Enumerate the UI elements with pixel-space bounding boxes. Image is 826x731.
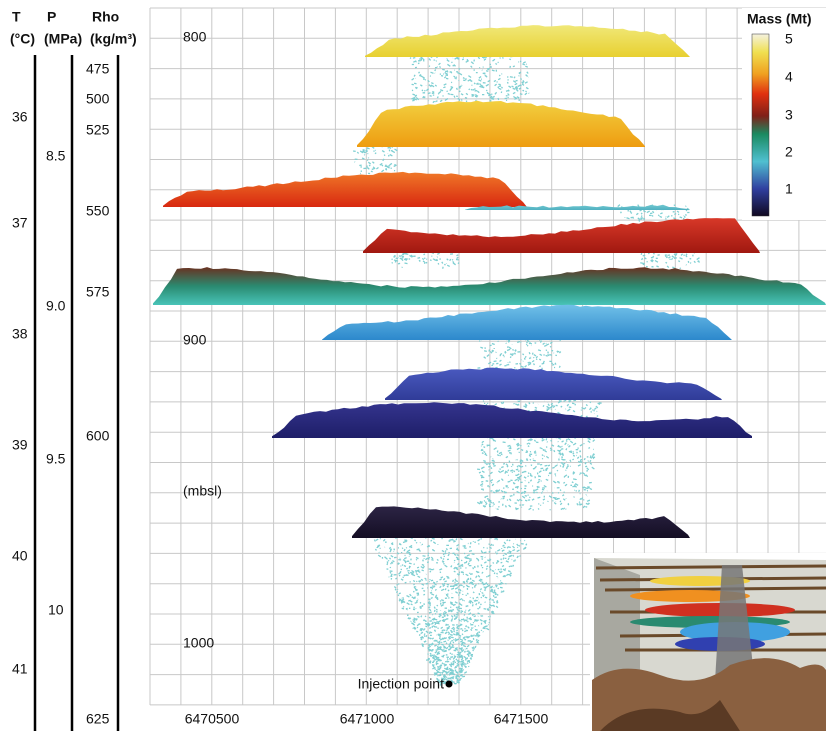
colorbar-tick: 2 — [785, 144, 793, 160]
colorbar-tick: 4 — [785, 69, 793, 85]
tick-label: 500 — [86, 91, 110, 107]
colorbar-tick: 3 — [785, 107, 793, 123]
column-title: T — [12, 9, 21, 25]
tick-label: 37 — [12, 215, 28, 231]
tick-label: 600 — [86, 428, 110, 444]
tick-label: 9.0 — [46, 298, 66, 314]
tick-label: 475 — [86, 61, 110, 77]
co2-layer — [322, 305, 732, 340]
column-title: P — [47, 9, 56, 25]
colorbar-tick: 5 — [785, 31, 793, 47]
tick-label: 9.5 — [46, 451, 66, 467]
depth-label: 800 — [183, 29, 207, 45]
colorbar: Mass (Mt) 5 4 3 2 1 — [742, 8, 826, 220]
tick-label: 41 — [12, 661, 28, 677]
x-tick-label: 6471000 — [340, 711, 395, 727]
x-tick-label: 6471500 — [494, 711, 549, 727]
co2-layer — [272, 402, 752, 438]
column-unit: (°C) — [10, 31, 35, 47]
colorbar-tick: 1 — [785, 181, 793, 197]
annotation: Injection point — [358, 676, 445, 692]
depth-label: 1000 — [183, 635, 214, 651]
tick-label: 36 — [12, 109, 28, 125]
tick-label: 40 — [12, 548, 28, 564]
column-unit: (kg/m³) — [90, 31, 137, 47]
tick-label: 550 — [86, 203, 110, 219]
tick-label: 525 — [86, 122, 110, 138]
x-tick-label: 6470500 — [185, 711, 240, 727]
left-axes: T (°C) P (MPa) Rho (kg/m³) 36 37 38 39 4… — [10, 9, 137, 731]
colorbar-title: Mass (Mt) — [747, 11, 812, 27]
tick-label: 8.5 — [46, 148, 66, 164]
depth-unit: (mbsl) — [183, 483, 222, 499]
tick-label: 625 — [86, 711, 110, 727]
tick-label: 39 — [12, 437, 28, 453]
depth-label: 900 — [183, 332, 207, 348]
tick-label: 575 — [86, 284, 110, 300]
co2-layer — [365, 25, 690, 57]
column-unit: (MPa) — [44, 31, 82, 47]
colorbar-ramp — [752, 34, 769, 216]
co2-layer — [163, 172, 527, 207]
column-title: Rho — [92, 9, 119, 25]
inset-3d-view — [590, 553, 826, 731]
tick-label: 10 — [48, 602, 64, 618]
co2-layer — [385, 368, 722, 400]
co2-layer — [363, 218, 760, 253]
figure: T (°C) P (MPa) Rho (kg/m³) 36 37 38 39 4… — [0, 0, 826, 731]
co2-layer — [357, 101, 645, 147]
tick-label: 38 — [12, 326, 28, 342]
injection-point — [446, 681, 453, 688]
